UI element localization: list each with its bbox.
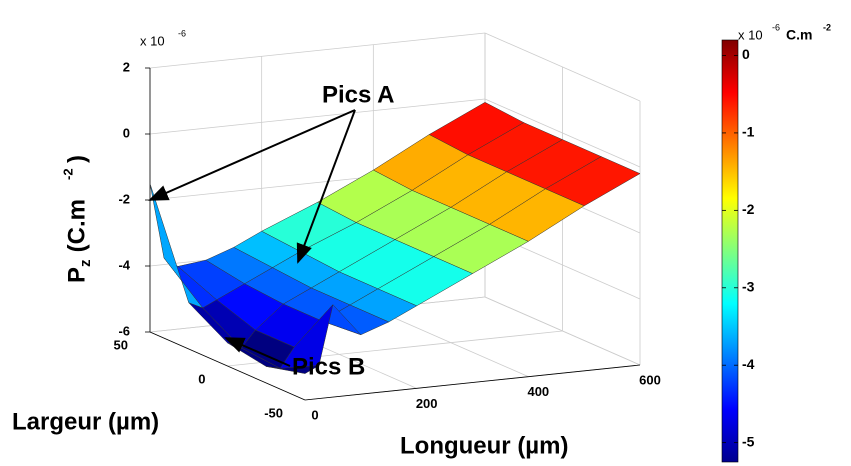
grid-line xyxy=(484,98,641,168)
colorbar xyxy=(721,39,739,463)
grid-line xyxy=(484,296,641,366)
y-tick-label: -50 xyxy=(264,405,283,420)
x-tick-label: 0 xyxy=(311,407,318,422)
z-label: P z (C.m -2 ) xyxy=(60,155,94,283)
grid-line xyxy=(484,32,641,102)
colorbar-tick-label: -1 xyxy=(742,124,755,140)
labels: x 10 -6 P z (C.m -2 ) Largeur (µm) Longu… xyxy=(12,22,831,463)
z-label-sub: z xyxy=(77,260,94,268)
colorbar-unit-sup: -2 xyxy=(823,22,831,32)
axis-line xyxy=(149,331,306,401)
colorbar-tick-label: -2 xyxy=(742,201,755,217)
annotation: Pics A xyxy=(322,81,394,108)
colorbar-unit: C.m xyxy=(786,27,812,43)
z-label-mid: (C.m xyxy=(63,199,90,259)
x-tick-label: 200 xyxy=(416,396,438,411)
z-label-sup: -2 xyxy=(60,168,75,180)
arrow xyxy=(148,109,356,201)
axis-line xyxy=(304,364,641,401)
x-tick-label: 400 xyxy=(527,384,549,399)
z-label-base: P xyxy=(63,267,90,283)
colorbar-tick-label: -5 xyxy=(742,433,755,449)
colorbar-tick-label: -4 xyxy=(742,356,755,372)
y-tick-label: 0 xyxy=(198,371,205,386)
scale-note: x 10 xyxy=(140,33,165,48)
grid-line xyxy=(149,98,486,135)
x-label: Longueur (µm) xyxy=(400,432,568,459)
z-tick-label: -6 xyxy=(118,323,130,338)
colorbar-tick-label: 0 xyxy=(742,46,750,62)
colorbar-exp: -6 xyxy=(772,22,780,32)
colorbar-tick-label: -3 xyxy=(742,278,755,294)
arrow xyxy=(224,337,291,367)
colorbar-note: x 10 xyxy=(738,27,763,42)
z-tick-label: -2 xyxy=(118,191,130,206)
x-tick-label: 600 xyxy=(639,372,661,387)
z-label-end: ) xyxy=(63,155,90,163)
z-tick-label: 0 xyxy=(123,125,130,140)
z-tick-label: 2 xyxy=(123,59,130,74)
surface-patch xyxy=(266,365,320,374)
grid-line xyxy=(149,32,486,69)
y-tick-label: 50 xyxy=(114,337,128,352)
scale-exponent: -6 xyxy=(178,28,186,38)
arrow xyxy=(296,109,356,264)
surface xyxy=(149,102,641,374)
annotation: Pics B xyxy=(292,353,365,380)
y-label: Largeur (µm) xyxy=(12,408,159,435)
z-tick-label: -4 xyxy=(118,257,130,272)
